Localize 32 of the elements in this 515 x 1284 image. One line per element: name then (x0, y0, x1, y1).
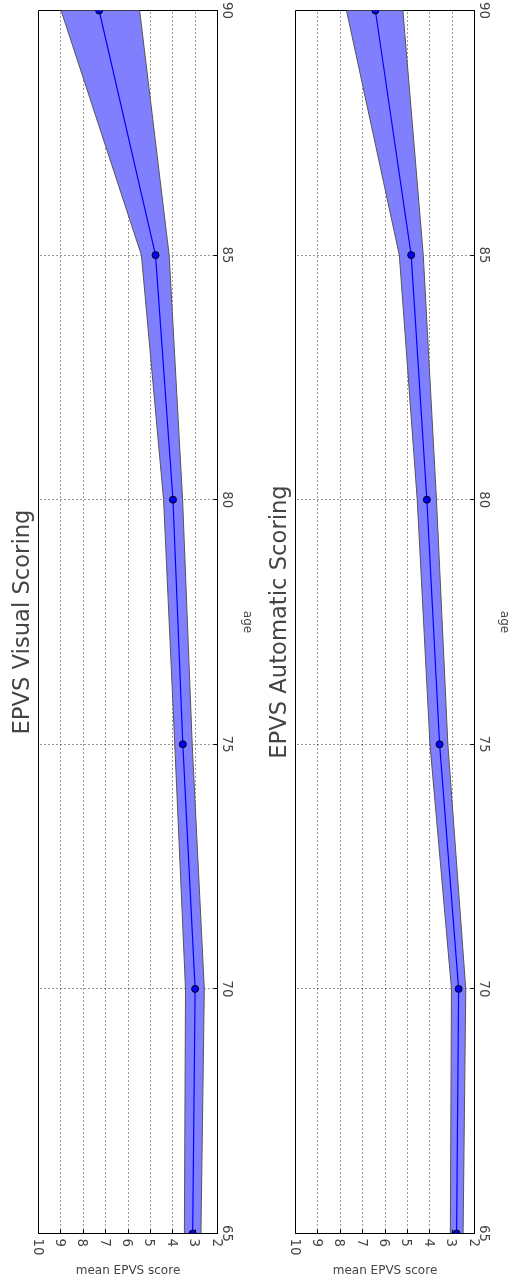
y-axis-title: age (240, 610, 255, 634)
x-tick-label: 7 (97, 1238, 113, 1247)
x-tick-label: 10 (30, 1238, 46, 1256)
y-tick-label: 80 (476, 491, 492, 509)
x-axis-title: mean EPVS score (75, 1263, 181, 1278)
x-tick-label: 9 (52, 1238, 68, 1247)
y-tick-label: 70 (219, 980, 235, 998)
x-tick-label: 4 (421, 1238, 437, 1247)
text: EPVS Automatic Scoring (264, 485, 291, 759)
y-tick-label: 85 (219, 246, 235, 264)
x-tick-label: 8 (75, 1238, 91, 1247)
y-tick-label: 80 (219, 491, 235, 509)
y-tick-label: 75 (219, 735, 235, 753)
x-tick-label: 5 (142, 1238, 158, 1247)
y-tick-label: 90 (219, 2, 235, 19)
y-axis-title: age (497, 610, 512, 634)
x-tick-label: 6 (120, 1238, 135, 1247)
y-tick-label: 90 (476, 2, 492, 19)
x-tick-label: 7 (354, 1238, 370, 1247)
x-tick-label: 5 (399, 1238, 415, 1247)
text: EPVS Visual Scoring (7, 509, 34, 735)
x-tick-label: 8 (332, 1238, 348, 1247)
x-tick-label: 10 (287, 1238, 303, 1256)
x-tick-label: 9 (309, 1238, 325, 1247)
x-tick-label: 6 (377, 1238, 392, 1247)
x-tick-label: 4 (164, 1238, 180, 1247)
y-tick-label: 85 (476, 246, 492, 264)
x-tick-label: 3 (187, 1238, 203, 1247)
y-tick-label: 70 (476, 980, 492, 998)
x-axis-title: mean EPVS score (332, 1263, 438, 1278)
x-tick-label: 3 (444, 1238, 460, 1247)
y-tick-label: 75 (476, 735, 492, 753)
